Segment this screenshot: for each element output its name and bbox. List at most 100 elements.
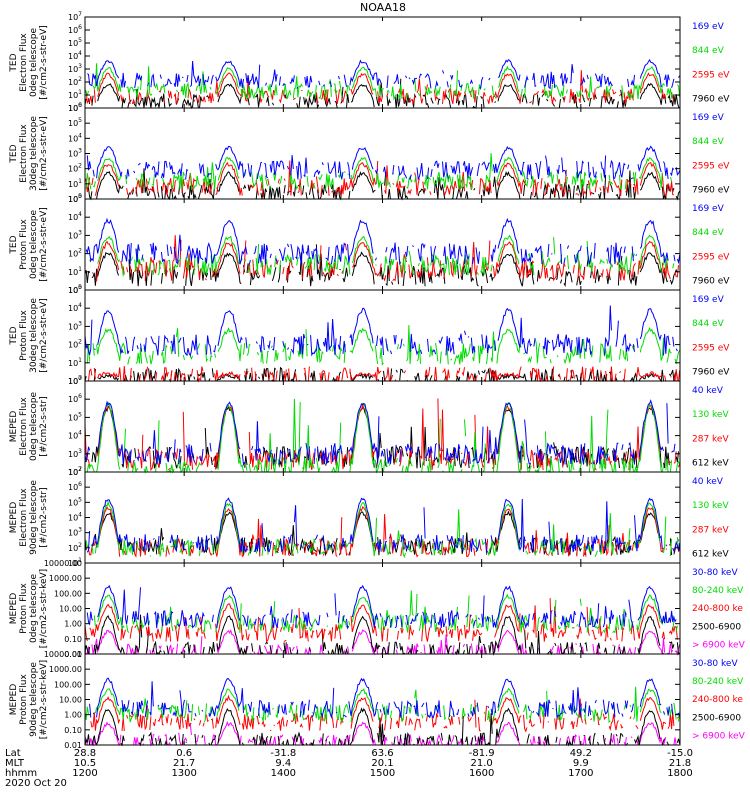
- legend-entry: 844 eV: [692, 137, 725, 147]
- legend-entry: 7960 eV: [692, 276, 730, 286]
- y-tick-label: 105: [68, 117, 82, 128]
- y-axis-label-line: 90deg telescope: [29, 662, 39, 737]
- y-tick-exponent: 5: [78, 37, 82, 44]
- y-tick-exponent: 0: [78, 102, 82, 109]
- legend-entry: 169 eV: [692, 113, 725, 123]
- y-axis-label-line: 0deg telescope: [29, 28, 39, 98]
- mlt-tick-label: 21.8: [669, 758, 691, 769]
- hhmm-tick-label: 1700: [568, 768, 593, 779]
- y-axis-label-line: Proton Flux: [19, 310, 29, 361]
- y-tick-label: 106: [68, 481, 82, 492]
- series-trace-4: [84, 686, 681, 724]
- y-axis-label-line: MEPED: [9, 502, 19, 534]
- y-tick-label: 1000.00: [49, 574, 82, 583]
- legend-entry: 844 eV: [692, 46, 725, 56]
- y-tick-label: 105: [68, 411, 82, 422]
- panel-6: 101 102 103 104 105 106 107 MEPEDElectron Flux9…: [9, 466, 729, 568]
- y-tick-label: 100.00: [54, 680, 82, 689]
- y-tick-label: 103: [68, 63, 82, 74]
- legend-entry: 169 eV: [692, 22, 725, 32]
- y-tick-label: 102: [68, 76, 82, 87]
- y-tick-exponent: 3: [78, 63, 82, 70]
- y-tick-label: 100: [68, 284, 82, 295]
- series-trace-4: [86, 145, 681, 181]
- y-tick-label: 103: [68, 320, 82, 331]
- legend-entry: 844 eV: [692, 228, 725, 238]
- y-tick-exponent: 1: [78, 557, 82, 564]
- y-tick-label: 103: [68, 448, 82, 459]
- y-axis-label-line: 30deg telescope: [29, 116, 39, 191]
- legend-entry: 240-800 ke: [692, 604, 743, 614]
- legend-entry: > 6900 keV: [692, 731, 746, 741]
- y-tick-label: 102: [68, 542, 82, 553]
- legend-entry: 169 eV: [692, 204, 725, 214]
- y-axis-label: MEPEDProton Flux90deg telescope[#/cm2-s-…: [9, 660, 49, 739]
- y-axis-label-line: Proton Flux: [19, 583, 29, 634]
- y-tick-label: 100: [68, 102, 82, 113]
- y-tick-exponent: 2: [78, 339, 82, 346]
- y-tick-label: 0.10: [64, 726, 82, 735]
- series-trace-1: [84, 366, 678, 383]
- lat-tick-label: -31.8: [270, 748, 296, 759]
- mlt-tick-label: 9.4: [275, 758, 291, 769]
- x-row-label: Lat: [5, 748, 21, 759]
- legend-entry: 7960 eV: [692, 94, 730, 104]
- legend-entry: 7960 eV: [692, 367, 730, 377]
- y-tick-label: 107: [68, 11, 82, 22]
- legend-entry: 2500-6900: [692, 622, 741, 632]
- y-tick-label: 106: [68, 102, 82, 113]
- y-axis-label-line: Electron Flux: [19, 488, 29, 547]
- y-tick-label: 1.00: [64, 711, 82, 720]
- y-axis-label: MEPEDElectron Flux0deg telescope[#/cm2-s…: [9, 392, 49, 462]
- y-axis-label-line: MEPED: [9, 684, 19, 716]
- legend-entry: 40 keV: [692, 386, 724, 396]
- y-axis-label: TEDProton Flux0deg telescope[#/cm2-s-str…: [9, 207, 49, 282]
- legend-entry: 30-80 keV: [692, 659, 738, 669]
- mlt-tick-label: 10.5: [74, 758, 96, 769]
- series-trace-1: [84, 510, 679, 557]
- x-row-label: MLT: [5, 758, 25, 769]
- y-tick-exponent: 7: [78, 11, 82, 18]
- y-tick-exponent: 4: [78, 512, 82, 519]
- series-trace-2: [91, 235, 679, 282]
- y-tick-exponent: 3: [78, 527, 82, 534]
- legend-entry: 2595 eV: [692, 343, 730, 353]
- y-axis-label-line: [#/cm2-s-str-eV]: [39, 207, 49, 282]
- y-axis-label-line: [#/cm2-s-str-eV]: [39, 25, 49, 100]
- series-trace-4: [84, 399, 676, 467]
- y-axis-label-line: [#/cm2-s-str]: [39, 487, 49, 547]
- y-tick-exponent: 1: [78, 178, 82, 185]
- y-tick-exponent: 2: [78, 163, 82, 170]
- y-tick-label: 104: [68, 512, 82, 523]
- legend-entry: 612 keV: [692, 549, 729, 559]
- series-trace-3: [90, 694, 681, 733]
- y-axis-label-line: [#/cm2-s-str-keV]: [39, 660, 49, 739]
- y-tick-label: 101: [68, 266, 82, 277]
- y-axis-label-line: 90deg telescope: [29, 480, 39, 555]
- mlt-tick-label: 21.0: [471, 758, 493, 769]
- x-row-label: hhmm: [5, 768, 37, 779]
- legend-entry: 287 keV: [692, 434, 729, 444]
- y-axis-label-line: TED: [9, 326, 19, 345]
- y-tick-label: 104: [68, 132, 82, 143]
- y-tick-exponent: 1: [78, 357, 82, 364]
- y-tick-label: 0.10: [64, 635, 82, 644]
- legend-entry: 130 keV: [692, 410, 729, 420]
- y-tick-label: 1.00: [64, 620, 82, 629]
- y-tick-label: 105: [68, 284, 82, 295]
- panel-8: 0.010.101.0010.00100.001000.0010000.00ME…: [9, 650, 746, 750]
- series-trace-5: [89, 677, 681, 719]
- y-tick-exponent: 5: [78, 284, 82, 291]
- legend-entry: 40 keV: [692, 477, 724, 487]
- y-axis-label-line: 0deg telescope: [29, 210, 39, 280]
- y-tick-exponent: 6: [78, 481, 82, 488]
- panel-5: 102 103 104 105 106 107 MEPEDElectron Flux0deg…: [9, 375, 729, 477]
- y-tick-label: 106: [68, 393, 82, 404]
- y-tick-exponent: 1: [78, 89, 82, 96]
- y-tick-exponent: 5: [78, 193, 82, 200]
- hhmm-tick-label: 1400: [271, 768, 296, 779]
- legend-entry: 844 eV: [692, 319, 725, 329]
